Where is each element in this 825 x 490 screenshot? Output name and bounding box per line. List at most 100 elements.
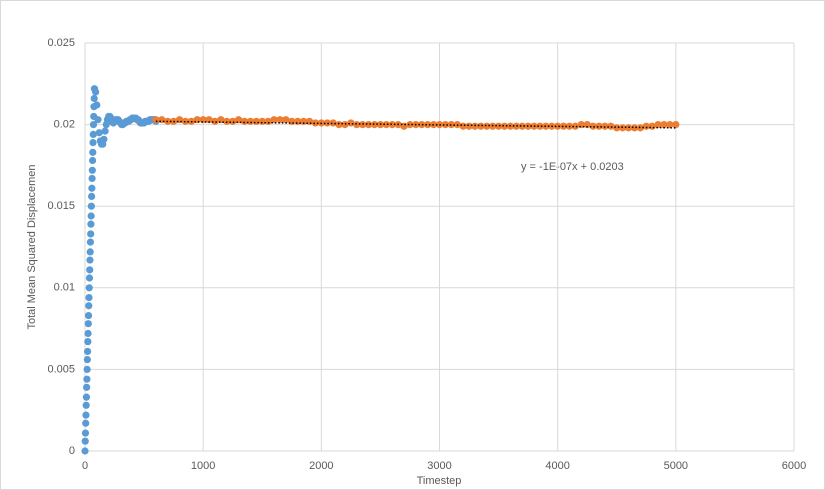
data-point [246, 117, 255, 125]
data-point [483, 122, 491, 130]
data-point [89, 130, 97, 138]
data-point [672, 121, 680, 129]
data-point [471, 122, 479, 130]
data-point [82, 411, 90, 419]
y-axis-title: Total Mean Squared Displacemen [26, 164, 38, 329]
data-point [370, 121, 379, 129]
data-point [518, 122, 526, 130]
data-point [500, 122, 509, 130]
data-point [666, 121, 674, 129]
data-point [282, 116, 290, 124]
data-point [88, 156, 97, 165]
trendline-equation: y = -1E-07x + 0.0203 [521, 161, 624, 173]
data-point [630, 124, 639, 132]
x-tick-label: 1000 [191, 460, 215, 472]
data-point [83, 365, 91, 373]
data-point [323, 119, 331, 127]
data-point [88, 166, 96, 174]
data-point [595, 122, 603, 130]
data-point [536, 122, 544, 130]
data-point [382, 121, 390, 129]
data-point [211, 117, 219, 125]
data-point [554, 122, 562, 130]
data-point [86, 266, 94, 274]
data-point [86, 238, 95, 246]
data-point [81, 447, 89, 455]
y-tick-label: 0.01 [54, 282, 75, 294]
data-point [88, 184, 96, 192]
y-tick-label: 0.005 [47, 363, 75, 375]
data-point [87, 202, 95, 210]
data-point [84, 320, 92, 328]
data-point [229, 117, 237, 125]
data-point [388, 121, 396, 129]
data-point [85, 284, 93, 292]
data-point [465, 122, 473, 130]
trendline [155, 120, 676, 129]
data-point [424, 121, 432, 129]
x-tick-label: 5000 [664, 460, 688, 472]
data-point [90, 94, 98, 103]
data-point [223, 117, 231, 125]
y-tick-label: 0.025 [47, 37, 75, 49]
data-point [341, 121, 349, 129]
data-point [264, 117, 272, 125]
data-point [92, 88, 100, 96]
data-point [83, 375, 91, 383]
data-point [84, 329, 92, 338]
data-point [82, 401, 90, 409]
data-point [101, 127, 109, 135]
data-point [86, 248, 94, 256]
data-point [270, 116, 278, 124]
data-point [258, 117, 266, 125]
data-point [83, 347, 92, 356]
x-tick-label: 3000 [427, 460, 451, 472]
data-point [89, 138, 97, 147]
data-point [571, 122, 579, 130]
data-point [83, 383, 91, 391]
data-point [95, 129, 103, 137]
data-point [83, 356, 91, 364]
data-point [335, 121, 343, 129]
data-point [152, 116, 160, 124]
data-point [235, 116, 243, 124]
y-tick-label: 0.02 [54, 119, 75, 131]
data-point [559, 122, 568, 130]
data-point [87, 220, 95, 228]
data-point [512, 122, 520, 130]
data-point [660, 121, 668, 129]
data-point [85, 274, 94, 282]
data-point [89, 148, 97, 156]
x-axis-title: Timestep [417, 475, 462, 487]
data-point [365, 121, 373, 129]
data-point [347, 119, 355, 127]
data-point [100, 135, 108, 143]
data-point [181, 117, 190, 125]
data-point [85, 302, 93, 310]
data-point [441, 121, 450, 129]
x-tick-label: 6000 [782, 460, 806, 472]
data-point [88, 174, 96, 183]
x-tick-label: 2000 [309, 460, 333, 472]
data-point [642, 122, 650, 130]
data-point [87, 230, 95, 238]
data-point [477, 122, 485, 130]
data-point [613, 124, 621, 132]
data-point [300, 117, 308, 125]
x-tick-label: 0 [82, 460, 88, 472]
data-point [205, 116, 213, 124]
data-point [494, 122, 503, 130]
data-point [276, 116, 284, 124]
data-point [82, 419, 90, 427]
data-point [636, 124, 644, 132]
data-point [654, 121, 662, 129]
data-point [311, 119, 320, 127]
data-point [89, 121, 98, 129]
data-point [86, 256, 94, 264]
data-point [81, 437, 89, 445]
data-point [81, 429, 90, 437]
data-point [418, 121, 426, 129]
y-tick-label: 0.015 [47, 200, 75, 212]
